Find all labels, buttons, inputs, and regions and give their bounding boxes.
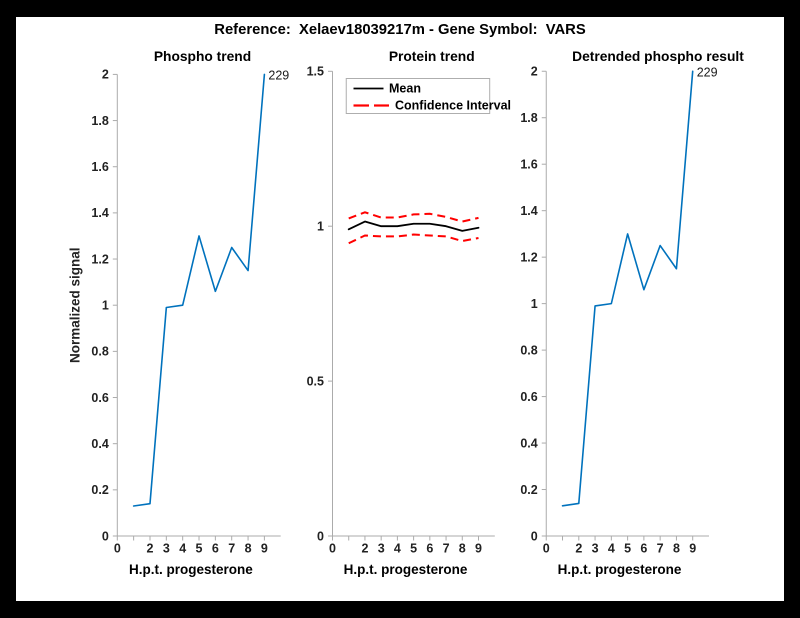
svg-text:1.4: 1.4 — [91, 206, 108, 220]
svg-text:229: 229 — [697, 65, 718, 79]
svg-text:0: 0 — [102, 529, 109, 543]
svg-text:229: 229 — [268, 68, 289, 82]
svg-text:1: 1 — [317, 220, 324, 234]
svg-text:4: 4 — [608, 542, 615, 556]
svg-text:1.8: 1.8 — [520, 111, 537, 125]
svg-text:0.8: 0.8 — [91, 345, 108, 359]
svg-text:Mean: Mean — [389, 82, 421, 96]
svg-text:5: 5 — [410, 542, 417, 556]
svg-text:0: 0 — [114, 542, 121, 556]
svg-text:0.2: 0.2 — [520, 483, 537, 497]
svg-text:Confidence Interval: Confidence Interval — [395, 99, 511, 113]
svg-text:H.p.t. progesterone: H.p.t. progesterone — [129, 562, 253, 577]
svg-text:8: 8 — [673, 542, 680, 556]
svg-text:1.2: 1.2 — [520, 250, 537, 264]
svg-text:3: 3 — [163, 542, 170, 556]
svg-text:1.6: 1.6 — [91, 160, 108, 174]
svg-text:4: 4 — [179, 542, 186, 556]
svg-text:7: 7 — [657, 542, 664, 556]
svg-text:5: 5 — [624, 542, 631, 556]
svg-text:0: 0 — [531, 529, 538, 543]
svg-text:1.5: 1.5 — [307, 65, 324, 79]
svg-text:6: 6 — [640, 542, 647, 556]
svg-text:4: 4 — [394, 542, 401, 556]
svg-text:0.6: 0.6 — [520, 390, 537, 404]
svg-text:8: 8 — [459, 542, 466, 556]
svg-text:7: 7 — [228, 542, 235, 556]
svg-text:1.8: 1.8 — [91, 114, 108, 128]
svg-text:8: 8 — [245, 542, 252, 556]
svg-text:Protein trend: Protein trend — [389, 49, 475, 64]
svg-text:0.4: 0.4 — [91, 437, 108, 451]
svg-text:1: 1 — [531, 297, 538, 311]
svg-text:0.4: 0.4 — [520, 436, 537, 450]
svg-text:6: 6 — [212, 542, 219, 556]
svg-text:1.6: 1.6 — [520, 158, 537, 172]
svg-text:0.8: 0.8 — [520, 343, 537, 357]
svg-text:0: 0 — [543, 542, 550, 556]
svg-text:2: 2 — [147, 542, 154, 556]
svg-text:5: 5 — [196, 542, 203, 556]
svg-text:6: 6 — [426, 542, 433, 556]
svg-text:0: 0 — [329, 542, 336, 556]
svg-text:2: 2 — [102, 68, 109, 82]
svg-text:3: 3 — [592, 542, 599, 556]
svg-text:0: 0 — [317, 529, 324, 543]
svg-text:1.2: 1.2 — [91, 252, 108, 266]
svg-text:1: 1 — [102, 299, 109, 313]
svg-text:Detrended phospho result: Detrended phospho result — [572, 49, 744, 64]
svg-text:9: 9 — [689, 542, 696, 556]
svg-text:2: 2 — [575, 542, 582, 556]
svg-text:3: 3 — [378, 542, 385, 556]
svg-text:Phospho trend: Phospho trend — [154, 49, 251, 64]
svg-text:9: 9 — [261, 542, 268, 556]
svg-text:7: 7 — [443, 542, 450, 556]
svg-text:Normalized signal: Normalized signal — [67, 247, 82, 363]
svg-text:0.5: 0.5 — [307, 374, 324, 388]
svg-text:2: 2 — [361, 542, 368, 556]
svg-text:H.p.t. progesterone: H.p.t. progesterone — [344, 562, 468, 577]
svg-text:0.2: 0.2 — [91, 483, 108, 497]
svg-text:0.6: 0.6 — [91, 391, 108, 405]
svg-text:2: 2 — [531, 65, 538, 79]
svg-text:1.4: 1.4 — [520, 204, 537, 218]
svg-text:9: 9 — [475, 542, 482, 556]
svg-text:H.p.t. progesterone: H.p.t. progesterone — [558, 562, 682, 577]
